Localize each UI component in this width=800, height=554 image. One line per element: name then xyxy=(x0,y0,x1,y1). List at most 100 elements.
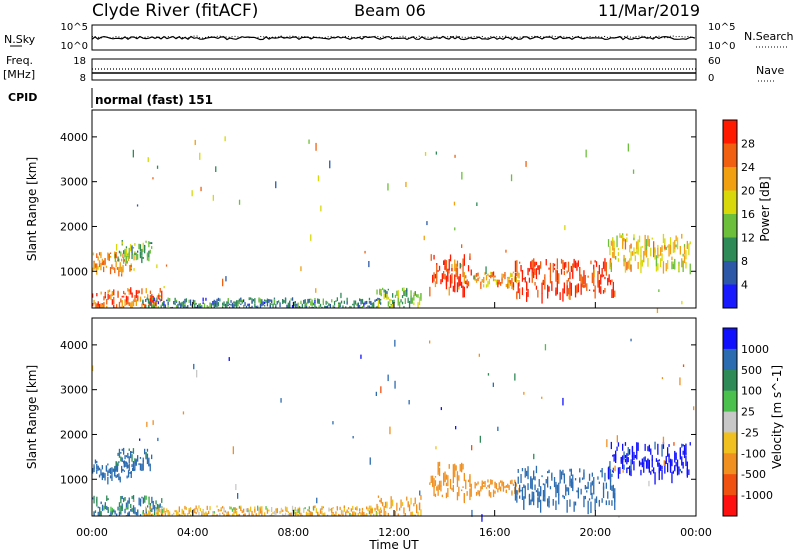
echo-streak xyxy=(572,474,574,489)
echo-streak xyxy=(517,490,519,495)
echo-streak xyxy=(451,487,453,491)
echo-streak xyxy=(400,299,402,303)
echo-streak xyxy=(498,279,500,285)
echo-streak xyxy=(459,273,461,286)
echo-streak xyxy=(413,514,415,516)
echo-streak xyxy=(106,305,108,308)
echo-streak xyxy=(570,468,572,476)
echo-streak xyxy=(111,299,113,305)
echo-streak xyxy=(139,463,142,471)
sparse-echo xyxy=(461,244,463,248)
echo-region xyxy=(429,461,472,504)
echo-streak xyxy=(97,266,99,270)
echo-streak xyxy=(151,294,153,303)
echo-streak xyxy=(216,505,218,508)
echo-streak xyxy=(609,246,611,256)
sparse-echo xyxy=(510,174,513,182)
echo-streak xyxy=(132,461,135,466)
echo-streak xyxy=(123,290,125,295)
echo-streak xyxy=(98,260,101,265)
echo-streak xyxy=(623,451,625,460)
sparse-echo xyxy=(454,227,456,231)
echo-streak xyxy=(611,279,613,283)
echo-streak xyxy=(213,511,215,514)
echo-streak xyxy=(651,454,653,462)
echo-streak xyxy=(379,288,381,295)
echo-region xyxy=(92,287,163,308)
echo-streak xyxy=(321,306,323,308)
echo-streak xyxy=(103,260,105,266)
echo-streak xyxy=(97,256,99,261)
echo-streak xyxy=(99,507,101,515)
echo-streak xyxy=(374,299,376,303)
echo-streak xyxy=(441,494,443,498)
echo-region xyxy=(376,287,422,308)
echo-streak xyxy=(590,501,592,513)
echo-streak xyxy=(623,238,625,242)
echo-streak xyxy=(155,500,157,505)
echo-streak xyxy=(490,492,492,498)
echo-streak xyxy=(511,283,513,290)
echo-streak xyxy=(177,511,179,515)
nsky-strip: N.Sky 10^5 10^0 N.Search 10^5 10^0 xyxy=(4,22,794,52)
echo-streak xyxy=(352,511,354,516)
echo-streak xyxy=(138,243,140,250)
echo-streak xyxy=(475,483,478,486)
echo-streak xyxy=(494,490,496,494)
echo-streak xyxy=(675,452,677,458)
echo-streak xyxy=(203,303,206,308)
echo-streak xyxy=(159,514,161,516)
echo-streak xyxy=(507,277,509,284)
echo-streak xyxy=(475,491,478,496)
echo-streak xyxy=(118,306,121,308)
sparse-echo xyxy=(389,426,391,435)
echo-streak xyxy=(227,304,229,306)
echo-streak xyxy=(563,262,565,270)
sparse-echo xyxy=(544,344,547,351)
echo-streak xyxy=(643,463,645,473)
echo-streak xyxy=(209,302,211,307)
echo-streak xyxy=(210,303,213,308)
echo-streak xyxy=(135,299,137,306)
echo-streak xyxy=(107,477,109,485)
echo-streak xyxy=(436,486,438,491)
colorbar-swatch xyxy=(723,284,737,309)
echo-streak xyxy=(452,285,454,292)
echo-streak xyxy=(438,480,441,490)
echo-streak xyxy=(611,485,613,491)
echo-streak xyxy=(565,484,567,496)
echo-streak xyxy=(247,509,249,513)
echo-streak xyxy=(567,487,570,496)
echo-streak xyxy=(236,302,238,308)
freq-strip: Freq. [MHz] 18 8 Nave 60 0 xyxy=(3,54,784,84)
echo-streak xyxy=(612,281,614,290)
echo-streak xyxy=(215,300,217,303)
echo-streak xyxy=(437,461,439,475)
echo-streak xyxy=(145,452,147,459)
echo-streak xyxy=(145,240,147,243)
echo-streak xyxy=(671,256,673,261)
echo-streak xyxy=(97,466,99,471)
echo-streak xyxy=(126,475,128,479)
echo-streak xyxy=(668,444,670,447)
echo-streak xyxy=(390,304,392,308)
sparse-echo xyxy=(232,446,234,455)
echo-streak xyxy=(202,510,204,516)
echo-streak xyxy=(548,267,550,270)
echo-streak xyxy=(148,463,150,467)
sparse-echo xyxy=(419,490,421,496)
echo-streak xyxy=(139,457,142,459)
echo-streak xyxy=(328,304,330,307)
echo-streak xyxy=(492,492,495,498)
echo-streak xyxy=(325,306,327,308)
echo-streak xyxy=(380,507,382,511)
echo-streak xyxy=(626,237,628,243)
echo-streak xyxy=(127,500,129,504)
echo-streak xyxy=(612,239,614,251)
echo-streak xyxy=(517,271,519,276)
echo-streak xyxy=(613,248,615,259)
echo-streak xyxy=(569,468,571,472)
echo-streak xyxy=(651,458,653,468)
echo-streak xyxy=(490,479,492,485)
echo-streak xyxy=(96,496,98,503)
